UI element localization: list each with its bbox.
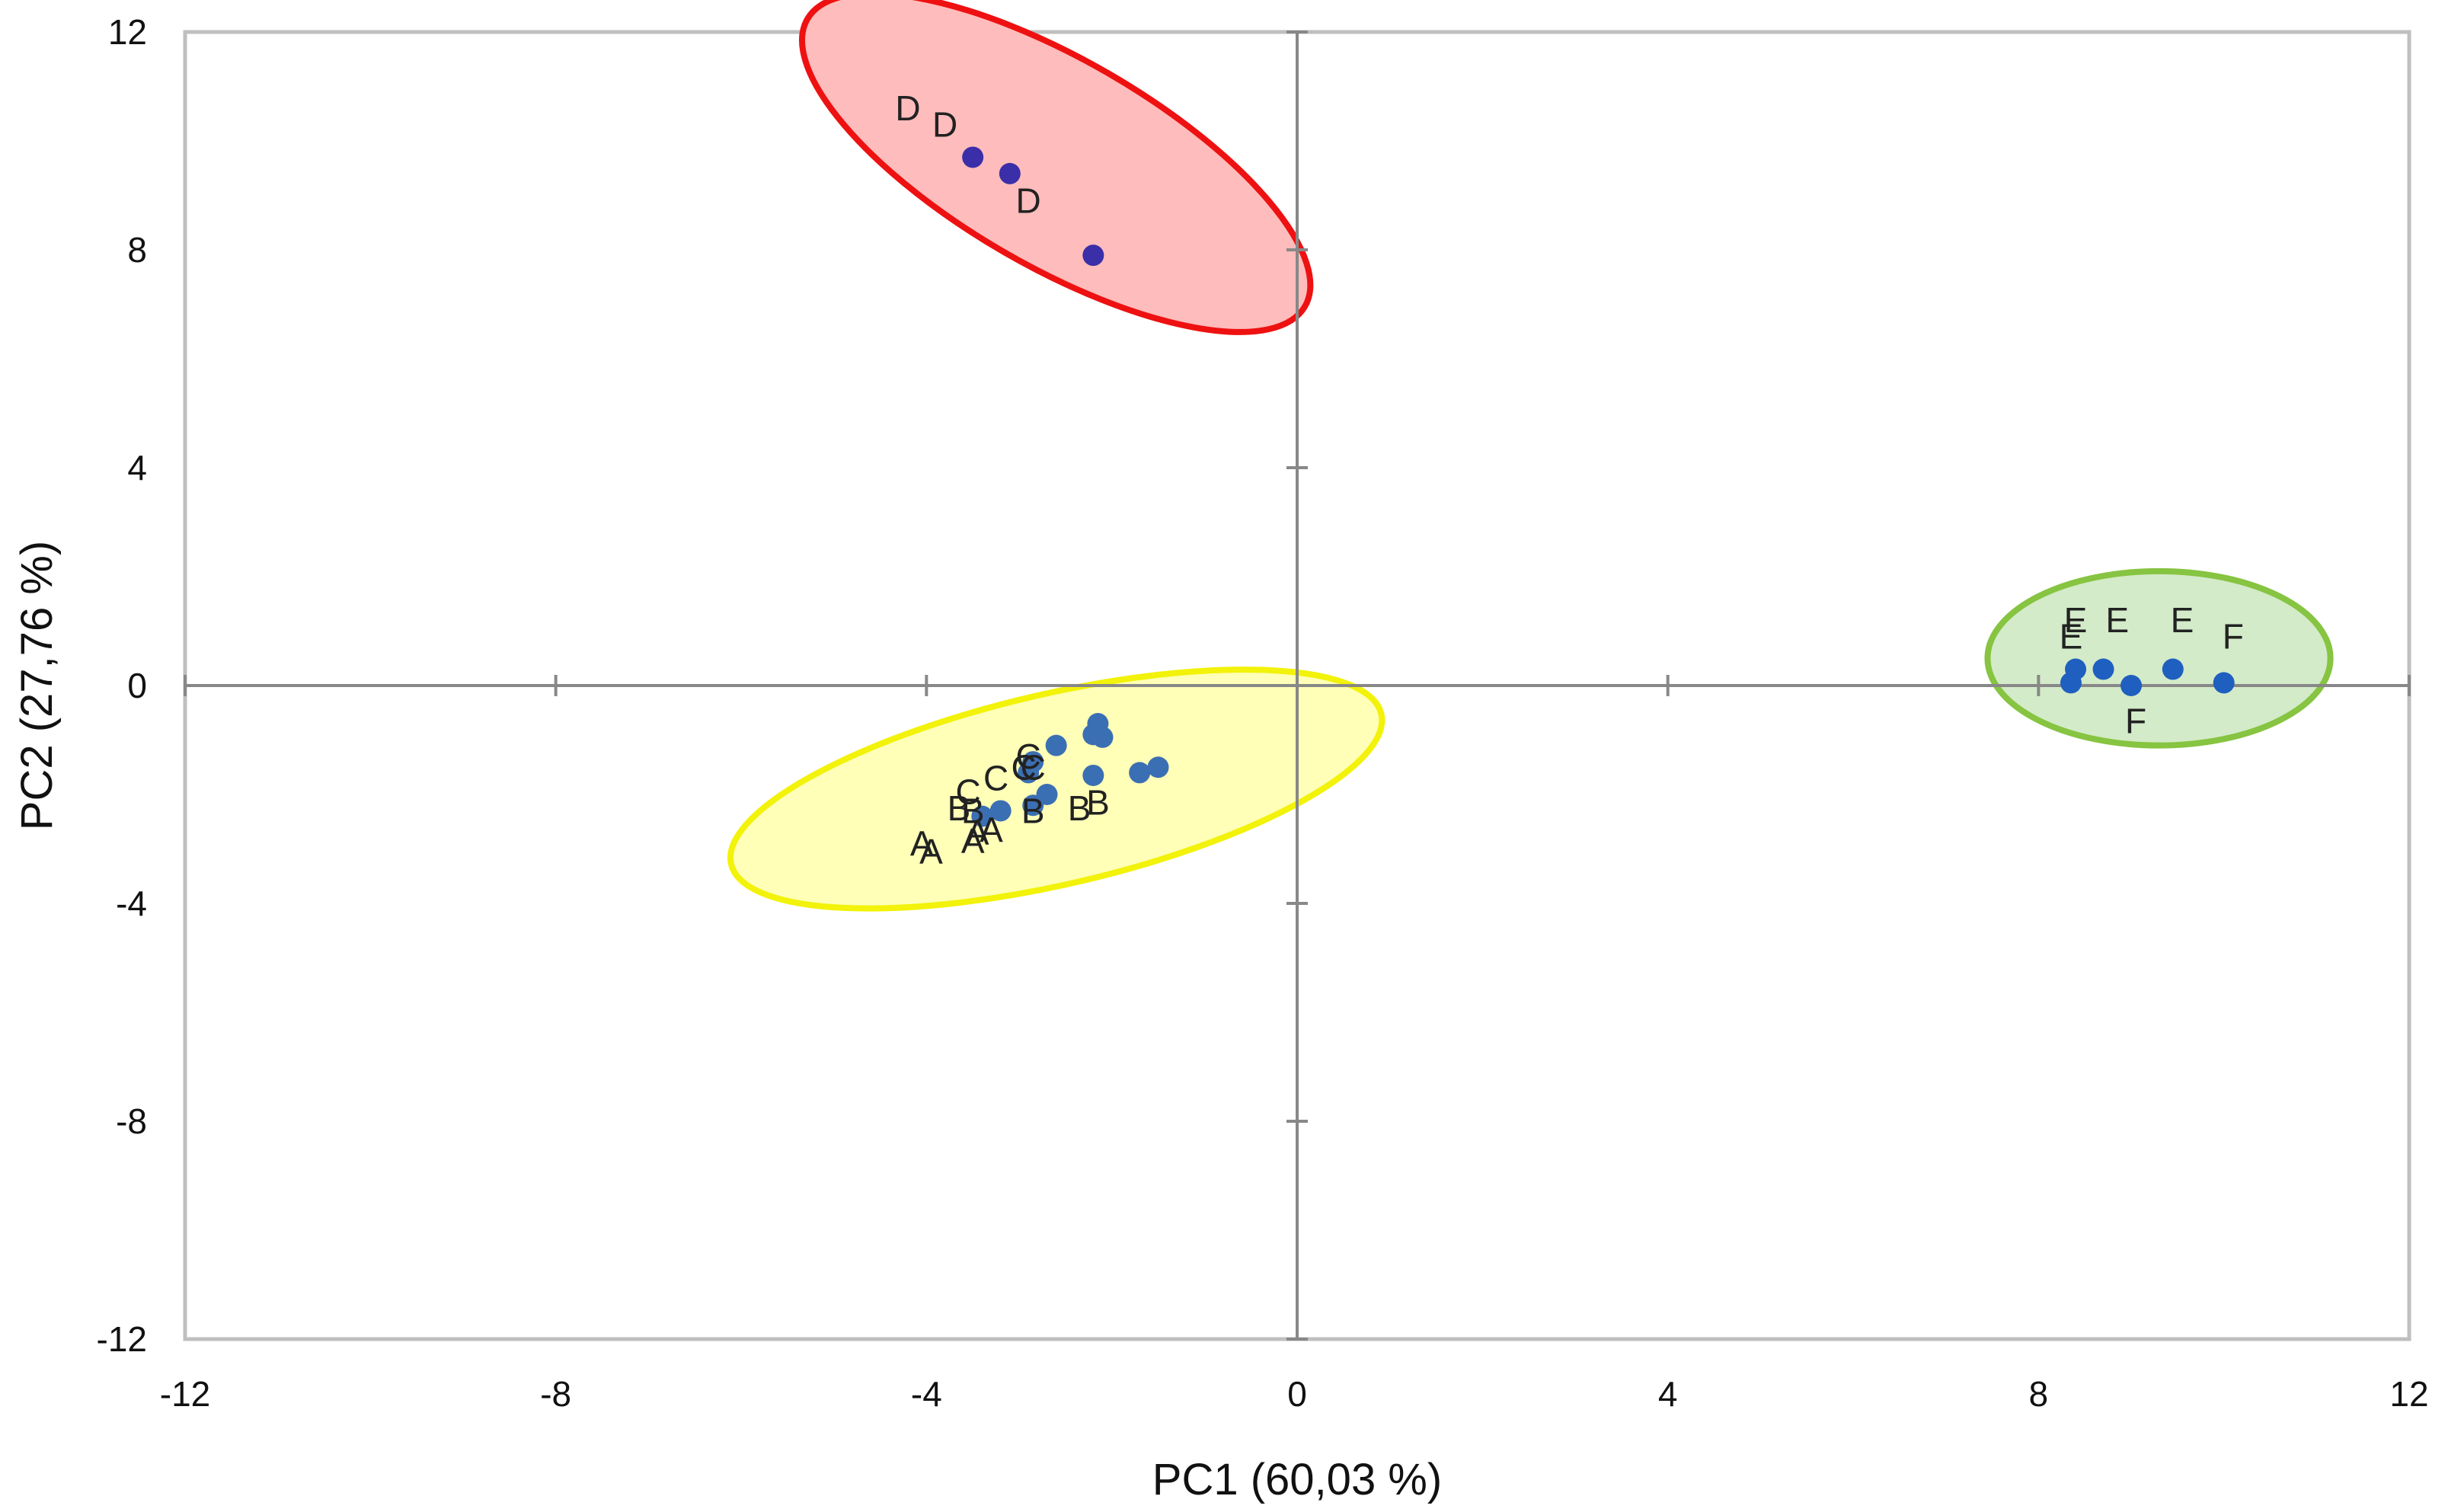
- point-label: D: [895, 88, 920, 128]
- axis-ticks: -12 -8 -4 0 4 8 12 -12 -8 -4 0 4 8 12: [97, 12, 2429, 1414]
- group-ellipse-ef: [1984, 567, 2334, 749]
- point-label: F: [2125, 701, 2146, 740]
- y-tick-label: 12: [108, 12, 147, 52]
- point-label: C: [983, 759, 1008, 798]
- data-point: [2162, 658, 2184, 680]
- point-label: A: [961, 821, 985, 861]
- data-point: [2060, 672, 2082, 694]
- point-label: C: [1021, 747, 1046, 787]
- data-point: [1091, 726, 1114, 748]
- x-axis-title: PC1 (60,03 %): [1152, 1455, 1442, 1504]
- point-label: D: [1016, 181, 1041, 221]
- data-point: [2092, 658, 2114, 680]
- group-ellipse-abc: [727, 666, 1386, 912]
- point-label: B: [961, 791, 985, 830]
- point-label: E: [2171, 600, 2194, 640]
- point-label: B: [948, 788, 971, 828]
- data-point: [999, 162, 1021, 184]
- group-ellipse-d: [799, 0, 1314, 335]
- x-tick-label: -4: [911, 1374, 942, 1414]
- y-axis-title: PC2 (27,76 %): [12, 541, 62, 830]
- point-label: C: [1016, 737, 1041, 776]
- point-label: A: [919, 832, 943, 871]
- point-label: E: [2105, 600, 2129, 640]
- data-point: [989, 800, 1012, 822]
- point-label: C: [955, 772, 980, 811]
- point-label: E: [2064, 600, 2088, 640]
- x-tick-label: -8: [540, 1374, 571, 1414]
- group-ellipses: [727, 0, 2334, 912]
- y-tick-label: -8: [116, 1101, 147, 1141]
- data-point: [1147, 756, 1169, 778]
- point-label: E: [2060, 617, 2083, 657]
- data-point: [2121, 675, 2142, 696]
- y-tick-label: 0: [127, 666, 147, 705]
- y-tick-label: 4: [127, 448, 147, 487]
- data-point: [1045, 734, 1067, 756]
- x-tick-label: 4: [1658, 1374, 1678, 1414]
- y-tick-label: -12: [97, 1319, 147, 1359]
- point-label: F: [2223, 617, 2244, 657]
- y-tick-label: 8: [127, 230, 147, 270]
- data-point: [2213, 672, 2235, 694]
- point-label: D: [932, 105, 957, 145]
- data-point: [1022, 751, 1044, 773]
- data-point: [1129, 762, 1151, 784]
- data-point: [971, 805, 993, 827]
- point-label: B: [1068, 788, 1091, 828]
- point-label: A: [980, 810, 1003, 849]
- x-tick-label: 0: [1287, 1374, 1307, 1414]
- x-tick-label: 12: [2389, 1374, 2428, 1414]
- x-tick-label: 8: [2029, 1374, 2049, 1414]
- point-label: A: [966, 813, 989, 852]
- data-point: [1036, 784, 1058, 805]
- y-tick-label: -4: [116, 884, 147, 923]
- point-label: C: [1011, 747, 1036, 787]
- data-points: [962, 146, 2235, 827]
- data-point: [1082, 245, 1104, 267]
- data-point: [962, 146, 984, 168]
- x-tick-label: -12: [160, 1374, 210, 1414]
- point-label: B: [1021, 791, 1045, 830]
- data-point: [1082, 764, 1104, 786]
- point-label: B: [1086, 783, 1110, 823]
- point-label: A: [910, 823, 934, 863]
